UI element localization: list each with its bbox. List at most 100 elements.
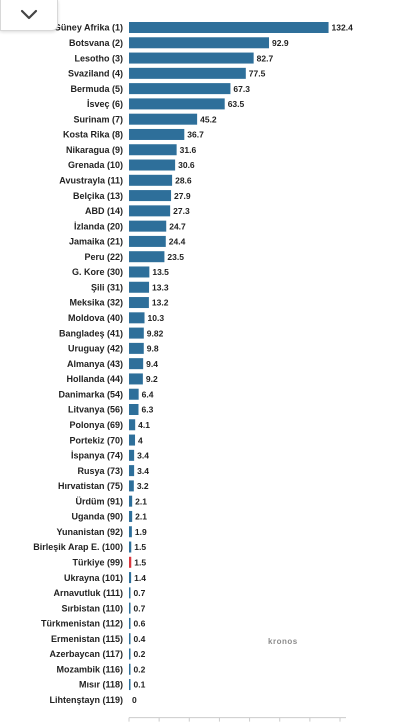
value-label: 24.7 — [169, 221, 186, 231]
category-label: Şili (31) — [91, 282, 123, 292]
value-label: 92.9 — [272, 38, 289, 48]
value-label: 9.8 — [147, 344, 159, 354]
value-label: 3.4 — [137, 451, 149, 461]
value-label: 23.5 — [167, 252, 184, 262]
bar — [129, 526, 132, 538]
bar — [129, 266, 150, 278]
bar — [129, 83, 231, 95]
bar — [129, 602, 131, 614]
bar — [129, 235, 166, 247]
category-label: Grenada (10) — [68, 160, 123, 170]
category-label: Moldova (40) — [68, 313, 123, 323]
bar — [129, 541, 132, 553]
value-label: 0.4 — [134, 634, 146, 644]
category-label: Uruguay (42) — [68, 344, 123, 354]
value-label: 63.5 — [228, 99, 245, 109]
value-label: 3.2 — [137, 481, 149, 491]
watermark-text: kronos — [268, 637, 298, 646]
category-label: Meksika (32) — [69, 298, 123, 308]
category-label: İsveç (6) — [87, 99, 123, 109]
bar — [129, 159, 176, 171]
category-label: Arnavutluk (111) — [53, 588, 123, 598]
category-label: Bangladeş (41) — [59, 328, 123, 338]
category-label: İzlanda (20) — [74, 221, 123, 231]
bar — [129, 373, 143, 385]
category-label: Lihtenştayn (119) — [49, 695, 123, 705]
bar — [129, 52, 254, 64]
category-label: Nikaragua (9) — [66, 145, 123, 155]
category-label: Türkiye (99) — [72, 558, 123, 568]
value-label: 0.1 — [134, 680, 146, 690]
value-label: 13.2 — [152, 298, 169, 308]
value-label: 30.6 — [178, 160, 195, 170]
bar — [129, 113, 198, 125]
category-label: Polonya (69) — [69, 420, 123, 430]
category-label: Danimarka (54) — [58, 389, 123, 399]
category-label: Rusya (73) — [77, 466, 123, 476]
value-label: 24.4 — [169, 237, 186, 247]
value-label: 4 — [138, 435, 143, 445]
category-label: Portekiz (70) — [69, 435, 123, 445]
category-label: Peru (22) — [84, 252, 123, 262]
bar — [129, 144, 177, 156]
bar — [129, 648, 131, 660]
value-label: 1.5 — [134, 542, 146, 552]
value-label: 2.1 — [135, 496, 147, 506]
bar — [129, 419, 136, 431]
bar — [129, 480, 134, 492]
category-label: Kosta Rika (8) — [63, 130, 123, 140]
bar — [129, 312, 145, 324]
bar — [129, 251, 165, 263]
category-label: Birleşik Arap E. (100) — [33, 542, 123, 552]
value-label: 28.6 — [175, 176, 192, 186]
bar — [129, 22, 329, 33]
category-label: Hırvatistan (75) — [58, 481, 123, 491]
bar — [129, 663, 131, 675]
value-label: 77.5 — [249, 69, 266, 79]
category-label: Uganda (90) — [71, 512, 123, 522]
bar — [129, 495, 133, 507]
bar — [129, 617, 131, 629]
category-label: Türkmenistan (112) — [41, 619, 123, 629]
value-label: 13.5 — [152, 267, 169, 277]
bar — [129, 572, 132, 584]
category-label: Mozambik (116) — [56, 664, 123, 674]
bars-layer: Güney Afrika (1) 132.4 Botsvana (2) 92.9 Les… — [33, 22, 353, 705]
value-label: 6.4 — [142, 389, 154, 399]
value-label: 0.6 — [134, 619, 146, 629]
category-label: Ürdüm (91) — [75, 496, 123, 506]
value-label: 0.7 — [134, 603, 146, 613]
value-label: 4.1 — [138, 420, 150, 430]
bar — [129, 98, 225, 110]
bar — [129, 67, 246, 79]
bar — [129, 190, 172, 202]
category-label: Ukrayna (101) — [64, 573, 123, 583]
category-label: Hollanda (44) — [66, 374, 123, 384]
value-label: 0.2 — [134, 649, 146, 659]
bar — [129, 342, 144, 354]
value-label: 3.4 — [137, 466, 149, 476]
category-label: Lesotho (3) — [75, 53, 124, 63]
category-label: İspanya (74) — [71, 451, 123, 461]
value-label: 9.4 — [146, 359, 158, 369]
bar — [129, 434, 136, 446]
bar — [129, 404, 139, 415]
value-label: 13.3 — [152, 282, 169, 292]
bar — [129, 465, 135, 477]
category-label: Surinam (7) — [73, 114, 123, 124]
category-label: Bermuda (5) — [70, 84, 123, 94]
collapse-toggle-button[interactable] — [0, 0, 58, 31]
category-label: Litvanya (56) — [68, 405, 123, 415]
chevron-down-icon — [20, 9, 38, 20]
bar — [129, 128, 185, 140]
value-label: 82.7 — [257, 53, 274, 63]
bar — [129, 388, 139, 400]
x-axis: 020406080100120140 — [127, 717, 347, 725]
category-label: Mısır (118) — [79, 680, 123, 690]
bar — [129, 205, 171, 217]
bar — [129, 37, 270, 49]
category-label: Svaziland (4) — [68, 69, 123, 79]
bar — [129, 174, 173, 186]
value-label: 31.6 — [180, 145, 197, 155]
